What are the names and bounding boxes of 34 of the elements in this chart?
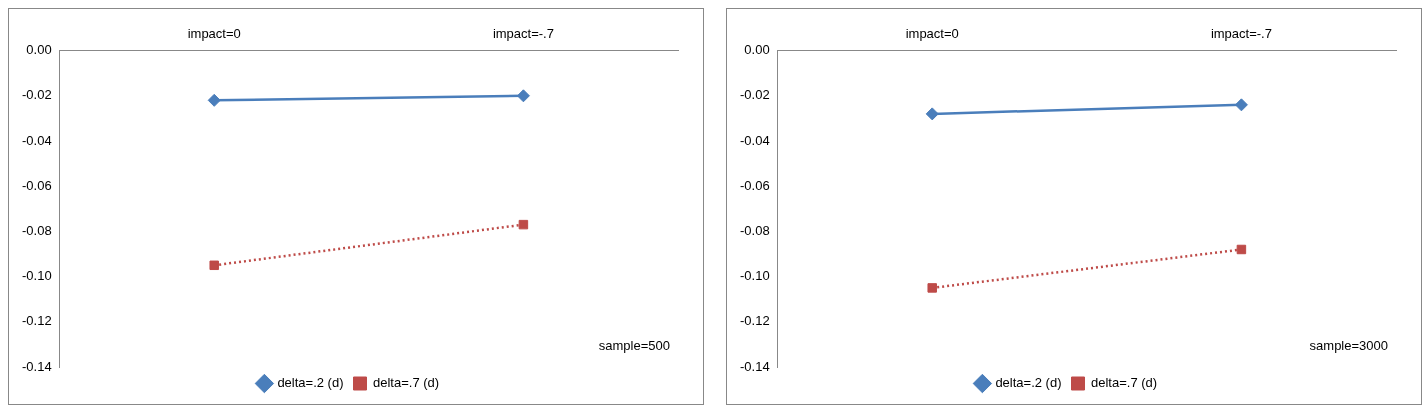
annotation: sample=3000 [1309, 338, 1388, 354]
y-tick-label: -0.06 [21, 177, 52, 193]
legend-label: delta=.7 (d) [373, 375, 440, 391]
point [1234, 98, 1248, 112]
y-tick-label: 0.00 [26, 42, 52, 58]
x-tick-label: impact=-.7 [1210, 26, 1272, 42]
y-tick-label: -0.04 [21, 132, 52, 148]
point [925, 107, 939, 121]
y-tick-label: -0.12 [21, 313, 52, 329]
point [518, 219, 529, 230]
y-tick-label: -0.10 [739, 268, 770, 284]
y-tick-label: -0.10 [21, 268, 52, 284]
y-tick-label: -0.08 [21, 222, 52, 238]
y-tick-label: -0.14 [21, 358, 52, 374]
point [927, 283, 937, 293]
y-tick-label: -0.02 [21, 87, 52, 103]
y-tick-label: -0.14 [739, 358, 770, 374]
point [209, 260, 219, 271]
legend-label: delta=.2 (d) [277, 375, 344, 391]
y-tick-label: -0.02 [739, 87, 770, 103]
point [1236, 244, 1247, 255]
y-tick-label: -0.12 [739, 313, 770, 329]
y-tick-label: -0.04 [739, 132, 770, 148]
x-tick-label: impact=0 [187, 26, 241, 42]
y-tick-label: -0.08 [739, 222, 770, 238]
point [207, 93, 221, 107]
annotation: sample=500 [598, 338, 670, 354]
y-tick-label: -0.06 [739, 177, 770, 193]
y-tick-label: 0.00 [744, 42, 770, 58]
x-tick-label: impact=0 [905, 26, 959, 42]
legend-label: delta=.7 (d) [1091, 375, 1158, 391]
point [516, 89, 530, 103]
x-tick-label: impact=-.7 [492, 26, 554, 42]
legend-label: delta=.2 (d) [995, 375, 1062, 391]
